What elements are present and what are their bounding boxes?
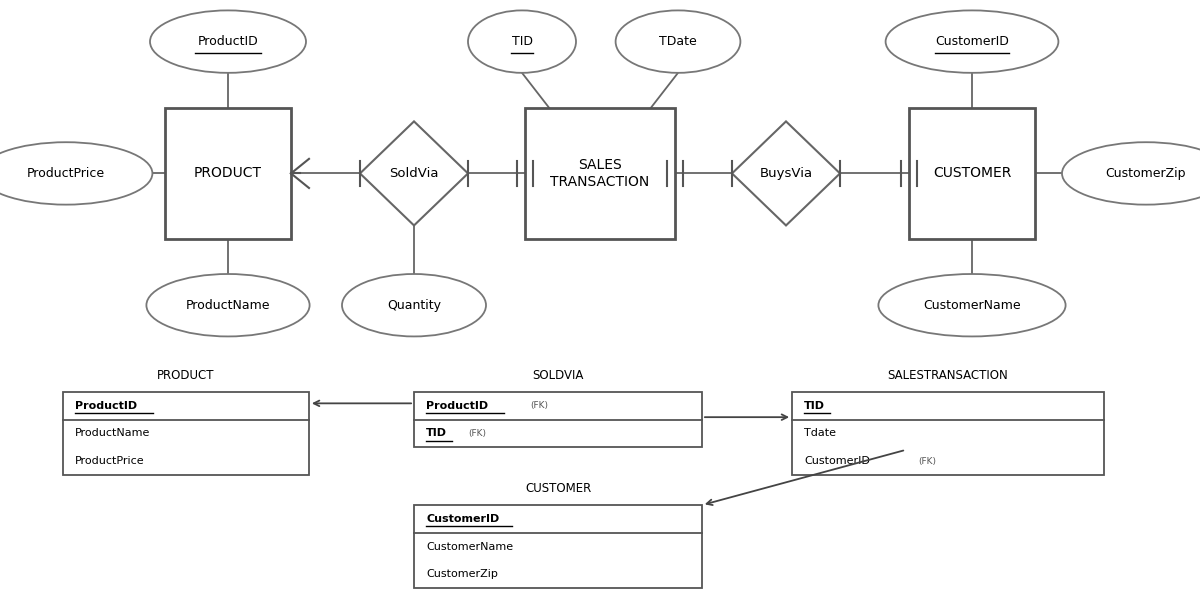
Text: TID: TID [511,35,533,48]
Bar [414,392,702,447]
Ellipse shape [342,274,486,337]
Text: ProductID: ProductID [426,401,488,411]
Ellipse shape [616,10,740,73]
Bar [64,392,310,475]
Polygon shape [732,121,840,225]
Text: TID: TID [426,429,448,438]
Polygon shape [360,121,468,225]
Bar [414,505,702,588]
Bar [910,108,1034,239]
Text: SOLDVIA: SOLDVIA [533,369,583,382]
Text: (FK): (FK) [469,429,487,438]
Text: CUSTOMER: CUSTOMER [524,482,592,495]
Text: ProductName: ProductName [74,429,150,438]
Text: (FK): (FK) [918,457,936,466]
Text: CustomerID: CustomerID [804,456,870,466]
Bar [166,108,292,239]
Text: BuysVia: BuysVia [760,167,812,180]
Ellipse shape [0,142,152,205]
Text: CustomerZip: CustomerZip [426,569,498,579]
Text: ProductPrice: ProductPrice [26,167,106,180]
Text: PRODUCT: PRODUCT [194,166,262,181]
Text: CustomerName: CustomerName [426,542,514,551]
Ellipse shape [146,274,310,337]
Text: ProductPrice: ProductPrice [74,456,145,466]
Text: ProductName: ProductName [186,299,270,312]
Text: SALES
TRANSACTION: SALES TRANSACTION [551,158,649,188]
Text: TDate: TDate [659,35,697,48]
Text: (FK): (FK) [530,401,548,410]
Bar [792,392,1104,475]
Ellipse shape [886,10,1058,73]
Ellipse shape [1062,142,1200,205]
Text: CustomerID: CustomerID [935,35,1009,48]
Text: ProductID: ProductID [198,35,258,48]
Text: TID: TID [804,401,826,411]
Text: Quantity: Quantity [386,299,442,312]
Ellipse shape [150,10,306,73]
Ellipse shape [468,10,576,73]
Text: CustomerID: CustomerID [426,514,499,524]
Text: SoldVia: SoldVia [389,167,439,180]
Text: SALESTRANSACTION: SALESTRANSACTION [888,369,1008,382]
Text: CustomerZip: CustomerZip [1105,167,1187,180]
Text: CustomerName: CustomerName [923,299,1021,312]
Ellipse shape [878,274,1066,337]
Text: PRODUCT: PRODUCT [157,369,215,382]
Text: CUSTOMER: CUSTOMER [932,166,1012,181]
Text: Tdate: Tdate [804,429,836,438]
Text: ProductID: ProductID [74,401,137,411]
Bar [526,108,674,239]
